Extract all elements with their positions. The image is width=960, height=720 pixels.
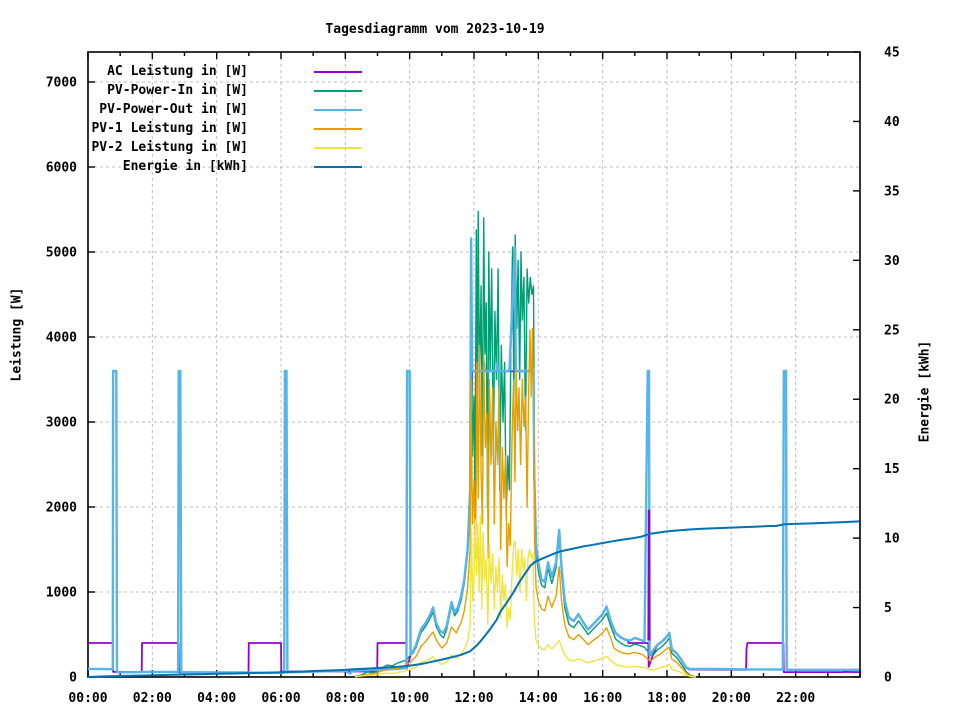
legend-label: AC Leistung in [W] xyxy=(107,64,248,79)
y-tick-label: 7000 xyxy=(46,76,77,91)
x-tick-label: 10:00 xyxy=(390,691,429,706)
legend-line-swatch xyxy=(314,146,362,149)
x-tick-label: 02:00 xyxy=(133,691,172,706)
plot-border xyxy=(87,51,861,678)
legend-entry-ac-leistung: AC Leistung in [W] xyxy=(0,62,362,81)
y2-tick-label: 45 xyxy=(884,46,900,61)
y2-tick-label: 35 xyxy=(884,184,900,199)
y2-tick-label: 30 xyxy=(884,254,900,269)
gridlines xyxy=(88,52,860,677)
legend-entry-pv1-leistung: PV-1 Leistung in [W] xyxy=(0,119,362,138)
x-tick-label: 16:00 xyxy=(583,691,622,706)
y-tick-label: 3000 xyxy=(46,416,77,431)
y2-tick-label: 5 xyxy=(884,601,892,616)
x-tick-label: 06:00 xyxy=(261,691,300,706)
legend-line-swatch xyxy=(314,165,362,168)
series-pv1-leistung-line xyxy=(354,327,697,678)
x-tick-label: 12:00 xyxy=(454,691,493,706)
legend-label: PV-Power-Out in [W] xyxy=(99,102,248,117)
x-tick-label: 14:00 xyxy=(519,691,558,706)
y2-tick-label: 20 xyxy=(884,393,900,408)
legend-entry-pv2-leistung: PV-2 Leistung in [W] xyxy=(0,138,362,157)
legend-entry-energie: Energie in [kWh] xyxy=(0,157,362,176)
x-tick-label: 18:00 xyxy=(647,691,686,706)
legend-entry-pv-power-out: PV-Power-Out in [W] xyxy=(0,100,362,119)
series-energie-line xyxy=(87,520,860,678)
y-tick-label: 2000 xyxy=(46,501,77,516)
y2-tick-label: 0 xyxy=(884,671,892,686)
x-tick-label: 20:00 xyxy=(712,691,751,706)
series-ac-spike-overlay-line xyxy=(647,509,651,641)
legend-label: PV-2 Leistung in [W] xyxy=(91,140,248,155)
legend-label: Energie in [kWh] xyxy=(122,159,248,174)
y-tick-label: 6000 xyxy=(46,161,77,176)
legend-line-swatch xyxy=(314,108,362,111)
y-tick-label: 4000 xyxy=(46,331,77,346)
legend-line-swatch xyxy=(314,89,362,92)
y2-tick-label: 10 xyxy=(884,532,900,547)
y2-tick-label: 15 xyxy=(884,462,900,477)
y2-axis-title: Energie [kWh] xyxy=(917,340,933,443)
series-pv-power-in-line xyxy=(354,210,697,678)
x-tick-label: 22:00 xyxy=(776,691,815,706)
y2-tick-label: 40 xyxy=(884,115,900,130)
legend-line-swatch xyxy=(314,70,362,73)
x-tick-label: 08:00 xyxy=(326,691,365,706)
y-tick-label: 0 xyxy=(69,671,77,686)
tick-labels: 00:00 02:00 04:00 06:00 08:00 10:00 12:00 14:00… xyxy=(46,46,900,707)
y-tick-label: 1000 xyxy=(46,586,77,601)
y2-tick-label: 25 xyxy=(884,323,900,338)
legend-line-swatch xyxy=(314,127,362,130)
chart-title: Tagesdiagramm vom 2023-10-19 xyxy=(325,22,545,37)
legend: AC Leistung in [W] PV-Power-In in [W] PV-P… xyxy=(0,62,362,176)
y-axis-title: Leistung [W] xyxy=(9,287,25,382)
legend-entry-pv-power-in: PV-Power-In in [W] xyxy=(0,81,362,100)
legend-label: PV-Power-In in [W] xyxy=(107,83,248,98)
x-tick-label: 00:00 xyxy=(68,691,107,706)
y-tick-label: 5000 xyxy=(46,246,77,261)
x-tick-label: 04:00 xyxy=(197,691,236,706)
legend-label: PV-1 Leistung in [W] xyxy=(91,121,248,136)
